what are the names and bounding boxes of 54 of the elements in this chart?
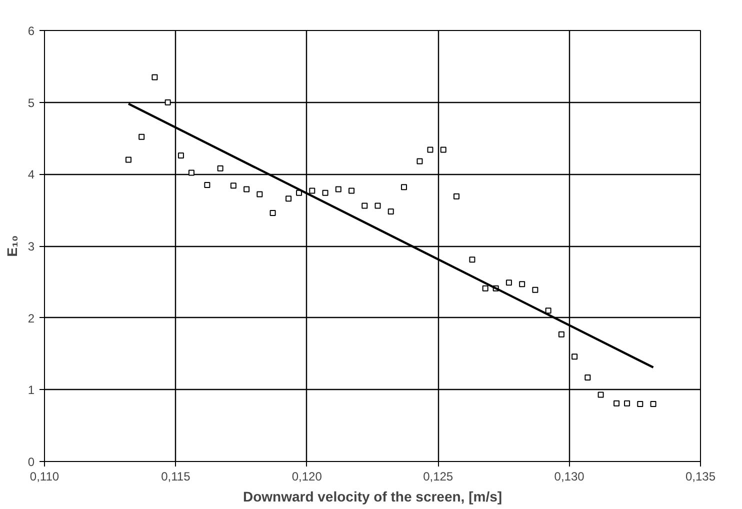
point [244, 186, 250, 192]
point [469, 256, 476, 263]
y-tick-label: 5 [28, 96, 35, 110]
point [348, 188, 355, 194]
y-tick-label: 6 [28, 24, 35, 38]
point [400, 184, 407, 190]
x-tick-label: 0,110 [30, 470, 60, 484]
x-tick-label: 0,120 [292, 470, 322, 484]
point [388, 208, 394, 215]
point [453, 193, 460, 200]
point [427, 146, 434, 153]
y-tick-label: 0 [28, 455, 35, 469]
point [270, 210, 276, 216]
x-tick-label: 0,125 [423, 470, 454, 484]
point [230, 182, 236, 189]
point [188, 170, 194, 176]
point [584, 374, 591, 380]
point [650, 401, 656, 408]
point [204, 182, 210, 188]
x-tick-label: 0,115 [161, 470, 191, 484]
point [374, 202, 381, 209]
point [362, 202, 368, 209]
point [519, 281, 526, 288]
point [164, 99, 171, 106]
point [138, 134, 145, 140]
point [256, 191, 263, 198]
y-tick-label: 3 [28, 240, 35, 254]
point [545, 308, 552, 314]
point [614, 400, 620, 406]
point [416, 158, 423, 164]
y-tick-label: 2 [28, 311, 35, 326]
point [558, 331, 564, 338]
point [125, 156, 132, 163]
x-axis-title: Downward velocity of the screen, [m/s] [242, 488, 502, 504]
point [217, 165, 224, 172]
point [572, 354, 578, 360]
point [309, 188, 316, 194]
point [322, 190, 328, 196]
y-axis-title: E₁₀ [4, 235, 20, 257]
x-tick-label: 0,135 [685, 470, 716, 484]
point [286, 196, 292, 202]
point [152, 74, 158, 80]
point [624, 400, 630, 406]
point [335, 186, 342, 192]
point [637, 401, 644, 408]
y-tick-label: 4 [28, 168, 35, 182]
point [532, 286, 538, 293]
point [506, 280, 512, 286]
point [440, 146, 446, 153]
y-tick-label: 1 [28, 383, 35, 398]
point [482, 285, 488, 292]
point [178, 152, 184, 158]
x-tick-label: 0,130 [554, 470, 585, 484]
point [598, 392, 604, 398]
